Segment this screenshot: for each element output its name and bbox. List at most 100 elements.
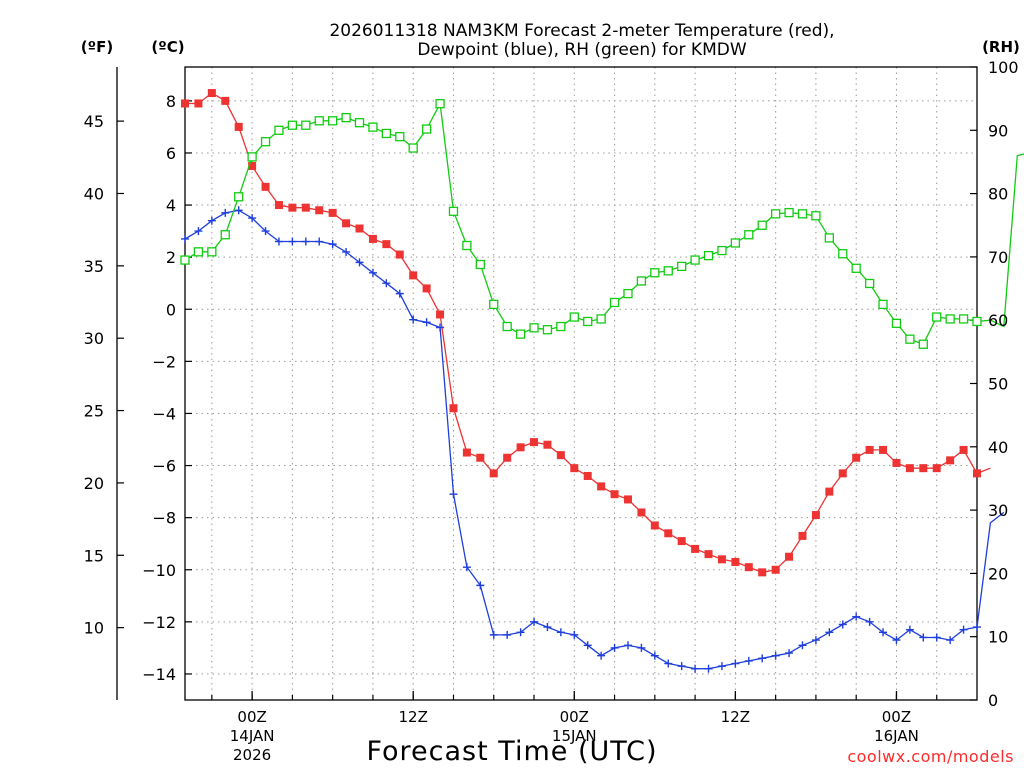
temperature-point	[234, 122, 243, 131]
dewpoint-point	[664, 659, 673, 668]
temperature-line	[185, 92, 991, 574]
rh-point	[328, 116, 338, 126]
rh-point	[395, 131, 405, 142]
dewpoint-point	[905, 625, 914, 634]
x-axis-label: Forecast Time (UTC)	[366, 736, 657, 767]
x-tick-label: 00Z	[882, 708, 911, 726]
rh-tick-label: 70	[988, 248, 1008, 267]
celsius-unit-label: (ºC)	[151, 38, 184, 56]
dewpoint-point	[785, 649, 794, 658]
temperature-point	[516, 443, 525, 452]
temperature-point	[530, 438, 539, 447]
temperature-point	[315, 206, 324, 215]
temperature-point	[556, 451, 565, 460]
temperature-point	[919, 464, 928, 473]
dewpoint-point	[771, 651, 780, 660]
temperature-point	[892, 458, 901, 467]
dewpoint-point	[436, 323, 445, 332]
rh-point	[489, 299, 499, 310]
rh-point	[838, 249, 848, 259]
temperature-point	[838, 469, 847, 478]
dewpoint-point	[395, 289, 404, 298]
rh-point	[274, 125, 284, 135]
temperature-point	[811, 511, 820, 520]
dewpoint-point	[476, 581, 485, 590]
rh-point	[878, 299, 888, 310]
rh-point	[341, 112, 351, 123]
tick-label-layer: 86420−2−4−6−8−10−12−14454035302520151010…	[84, 58, 1019, 764]
temperature-point	[946, 456, 955, 465]
temperature-point	[570, 464, 579, 473]
grid-layer	[185, 67, 977, 700]
dewpoint-point	[382, 279, 391, 288]
rh-point	[180, 255, 190, 265]
dewpoint-point	[919, 633, 928, 642]
temperature-point	[221, 96, 230, 105]
rh-point	[851, 263, 861, 273]
temperature-point	[436, 310, 445, 319]
chart-title-line-1: 2026011318 NAM3KM Forecast 2-meter Tempe…	[329, 21, 834, 41]
rh-point	[381, 128, 392, 139]
temperature-point	[731, 557, 740, 566]
fahrenheit-tick-label: 45	[84, 112, 104, 131]
source-credit: coolwx.com/models	[847, 747, 1014, 766]
rh-point	[448, 206, 459, 216]
celsius-tick-label: −8	[152, 509, 176, 528]
x-tick-label: 12Z	[721, 708, 750, 726]
temperature-point	[368, 234, 377, 243]
temperature-point	[422, 284, 431, 293]
temperature-point	[194, 99, 203, 108]
rh-point	[408, 143, 418, 153]
dewpoint-point	[650, 651, 659, 660]
rh-tick-label: 50	[988, 375, 1008, 394]
rh-point	[677, 261, 687, 272]
celsius-tick-label: 6	[166, 144, 176, 163]
temperature-point	[785, 552, 794, 561]
rh-point	[287, 120, 298, 130]
series-rh	[180, 99, 1024, 349]
temperature-point	[409, 271, 418, 280]
dewpoint-point	[597, 651, 606, 660]
dewpoint-point	[556, 628, 565, 637]
series-temperature	[181, 89, 991, 577]
rh-point	[730, 238, 741, 248]
temperature-point	[865, 445, 874, 454]
dewpoint-point	[234, 206, 243, 215]
temperature-point	[959, 445, 968, 454]
axes-layer	[116, 66, 978, 701]
dewpoint-line	[184, 209, 1005, 670]
dewpoint-point	[462, 563, 471, 572]
temperature-point	[610, 490, 619, 499]
temperature-point	[932, 464, 941, 473]
rh-point	[368, 122, 378, 132]
temperature-point	[744, 563, 753, 572]
temperature-point	[879, 445, 888, 454]
dewpoint-point	[583, 641, 592, 650]
fahrenheit-unit-label: (ºF)	[81, 38, 113, 56]
rh-tick-label: 100	[988, 58, 1019, 77]
temperature-point	[342, 219, 351, 228]
fahrenheit-tick-label: 40	[84, 184, 104, 203]
rh-point	[193, 247, 204, 257]
x-tick-label: 00Z	[237, 708, 266, 726]
x-tick-sublabel: 14JAN	[230, 727, 275, 745]
dewpoint-point	[610, 643, 619, 652]
temperature-point	[798, 531, 807, 540]
rh-point	[462, 240, 472, 251]
temperature-point	[758, 568, 767, 577]
temperature-point	[825, 487, 834, 496]
rh-point	[864, 278, 875, 289]
temperature-point	[449, 404, 458, 413]
dewpoint-point	[342, 247, 351, 256]
dewpoint-point	[798, 641, 807, 650]
rh-point	[958, 314, 969, 324]
x-tick-label: 00Z	[560, 708, 589, 726]
temperature-point	[691, 544, 700, 553]
rh-tick-label: 80	[988, 185, 1008, 204]
rh-point	[529, 323, 539, 333]
rh-point	[744, 230, 754, 240]
fahrenheit-tick-label: 10	[84, 619, 104, 638]
rh-unit-label: (RH)	[982, 38, 1020, 56]
dewpoint-point	[838, 620, 847, 629]
rh-point	[207, 247, 217, 257]
